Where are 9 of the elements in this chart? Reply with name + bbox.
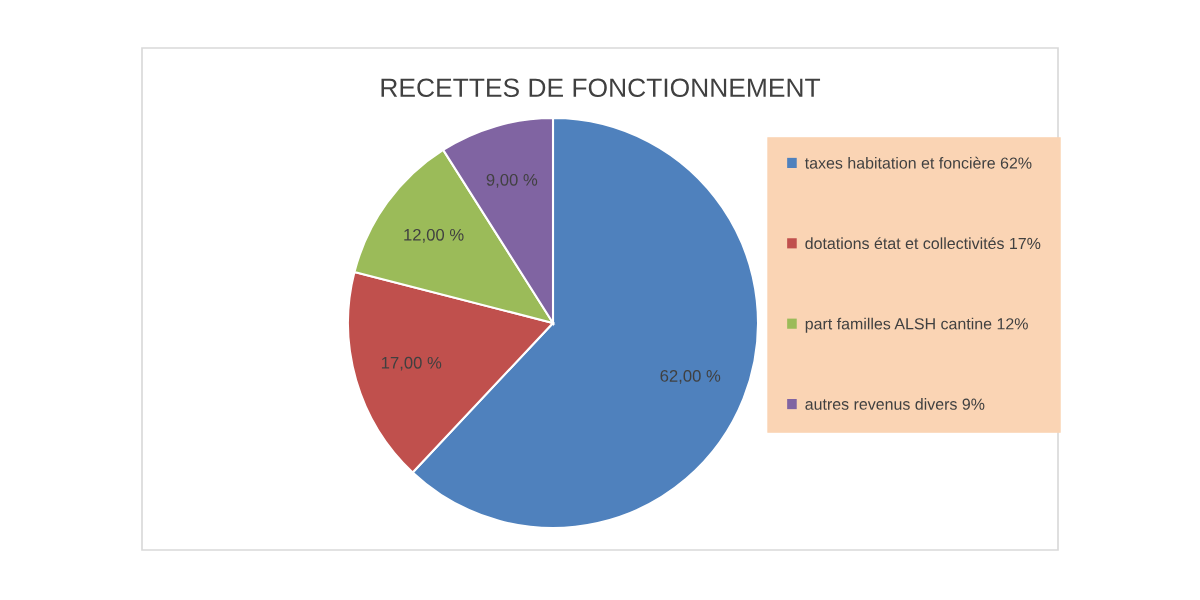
data-label: 9,00 % [486,173,538,188]
legend-label: taxes habitation et foncière 62% [804,156,1032,169]
legend-label: part familles ALSH cantine 12% [805,317,1028,333]
legend-label: dotations état et collectivités 17% [805,237,1041,250]
legend-label: autres revenus divers 9% [805,398,985,410]
chart-title: RECETTES DE FONCTIONNEMENT [381,78,821,98]
data-label: 17,00 % [381,356,442,371]
data-label: 12,00 % [404,228,464,243]
data-label: 62,00 % [660,370,721,384]
